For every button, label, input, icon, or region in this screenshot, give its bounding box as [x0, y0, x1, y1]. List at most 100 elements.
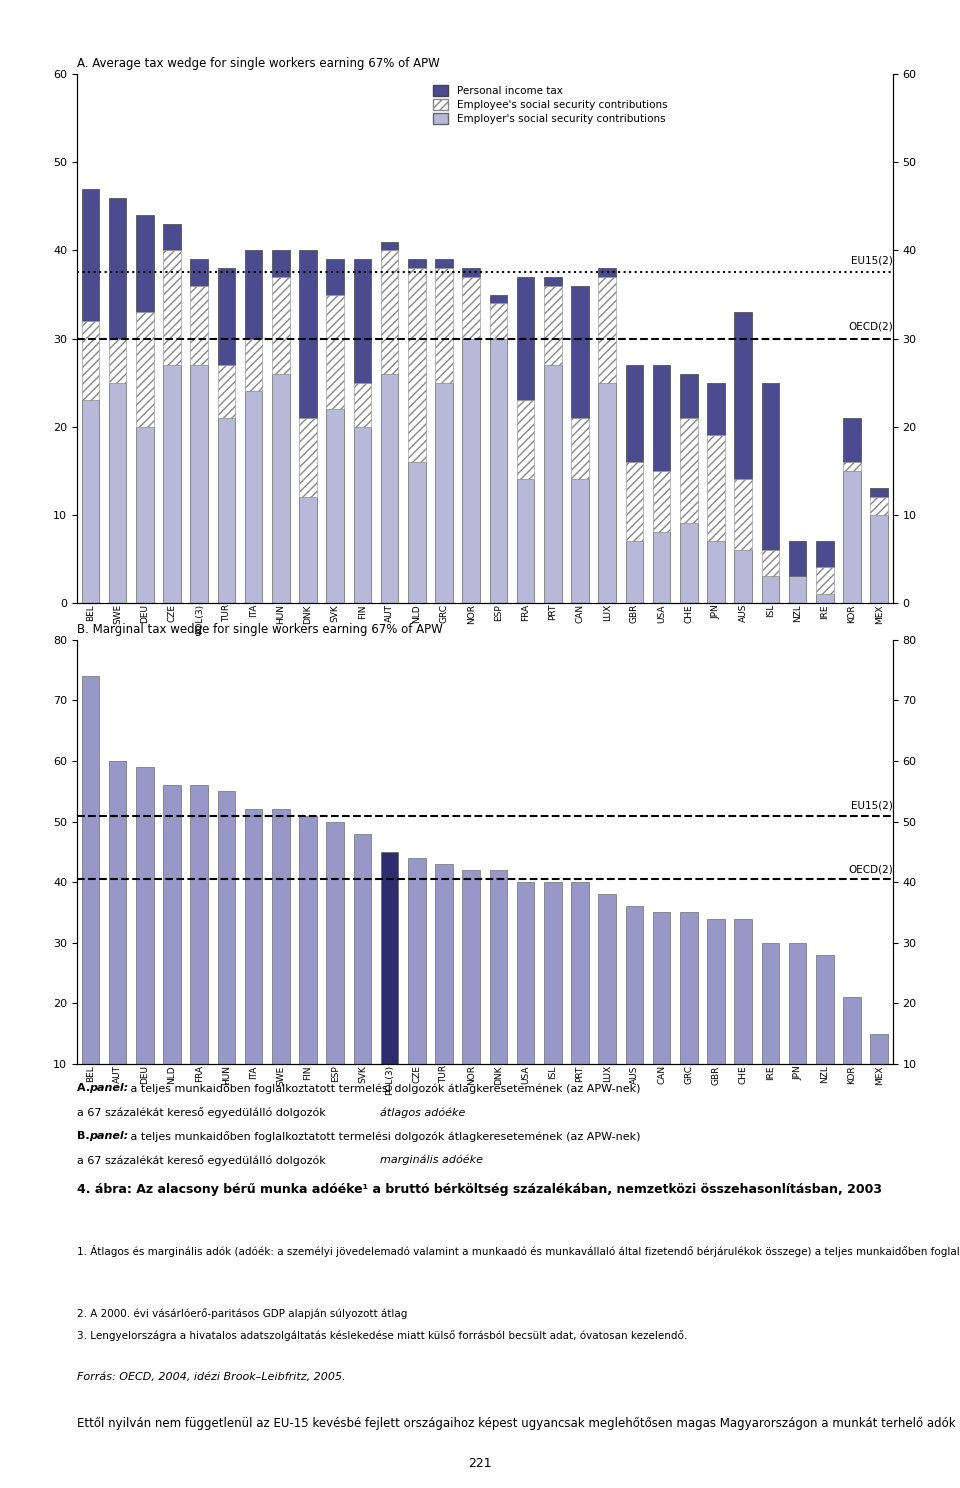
Bar [408, 268, 425, 461]
Bar [326, 295, 344, 409]
Bar [708, 542, 725, 603]
Bar [108, 760, 127, 1064]
Bar [218, 792, 235, 1064]
Bar [435, 259, 453, 268]
Bar [408, 461, 425, 603]
Text: 2. A 2000. évi vásárlóerő-paritásos GDP alapján súlyozott átlag: 2. A 2000. évi vásárlóerő-paritásos GDP … [77, 1308, 407, 1318]
Bar [761, 549, 780, 576]
Bar [381, 373, 398, 603]
Bar [435, 865, 453, 1064]
Bar [816, 955, 833, 1064]
Bar [626, 461, 643, 542]
Bar [626, 906, 643, 1064]
Bar [163, 365, 180, 603]
Bar [761, 382, 780, 549]
Bar [571, 418, 588, 479]
Legend: Personal income tax, Employee's social security contributions, Employer's social: Personal income tax, Employee's social s… [433, 85, 667, 124]
Bar [353, 382, 372, 427]
Bar [626, 542, 643, 603]
Bar [190, 365, 208, 603]
Bar [544, 286, 562, 365]
Bar [516, 882, 535, 1064]
Bar [163, 786, 180, 1064]
Text: a teljes munkaidőben foglalkoztatott termelési dolgozók átlagkeresetemének (az A: a teljes munkaidőben foglalkoztatott ter… [127, 1083, 640, 1094]
Bar [843, 418, 861, 461]
Bar [82, 321, 99, 400]
Bar [653, 365, 670, 470]
Bar [163, 225, 180, 250]
Bar [789, 542, 806, 576]
Bar [190, 259, 208, 286]
Bar [871, 515, 888, 603]
Text: EU15(2): EU15(2) [851, 801, 893, 811]
Text: marginális adóéke: marginális adóéke [380, 1155, 483, 1165]
Bar [463, 277, 480, 338]
Bar [245, 809, 262, 1064]
Bar [326, 821, 344, 1064]
Text: 3. Lengyelországra a hivatalos adatszolgáltatás késlekedése miatt külső forrásbó: 3. Lengyelországra a hivatalos adatszolg… [77, 1330, 687, 1341]
Text: OECD(2): OECD(2) [848, 321, 893, 332]
Bar [381, 250, 398, 373]
Bar [734, 312, 752, 479]
Bar [653, 533, 670, 603]
Text: a teljes munkaidőben foglalkoztatott termelési dolgozók átlagkeresetemének (az A: a teljes munkaidőben foglalkoztatott ter… [127, 1131, 640, 1141]
Bar [544, 882, 562, 1064]
Bar [571, 286, 588, 418]
Text: a 67 százalékát kereső egyedülálló dolgozók: a 67 százalékát kereső egyedülálló dolgo… [77, 1107, 329, 1117]
Bar [381, 851, 398, 1064]
Bar [816, 542, 833, 567]
Bar [381, 241, 398, 250]
Bar [761, 943, 780, 1064]
Bar [463, 268, 480, 277]
Bar [136, 216, 154, 312]
Bar [300, 815, 317, 1064]
Text: 4. ábra: Az alacsony bérű munka adóéke¹ a bruttó bérköltség százalékában, nemzet: 4. ábra: Az alacsony bérű munka adóéke¹ … [77, 1183, 882, 1196]
Text: B.: B. [77, 1131, 93, 1141]
Bar [245, 250, 262, 338]
Bar [463, 338, 480, 603]
Bar [516, 277, 535, 400]
Text: Ettől nyilván nem függetlenül az EU-15 kevésbé fejlett országaihoz képest ugyanc: Ettől nyilván nem függetlenül az EU-15 k… [77, 1417, 960, 1430]
Bar [408, 259, 425, 268]
Text: átlagos adóéke: átlagos adóéke [380, 1107, 466, 1117]
Bar [598, 268, 616, 277]
Bar [544, 365, 562, 603]
Bar [218, 268, 235, 365]
Text: B. Marginal tax wedge for single workers earning 67% of APW: B. Marginal tax wedge for single workers… [77, 623, 443, 635]
Bar [272, 277, 290, 373]
Bar [871, 1034, 888, 1064]
Bar [272, 250, 290, 277]
Bar [816, 594, 833, 603]
Bar [435, 268, 453, 382]
Bar [326, 409, 344, 603]
Bar [490, 338, 507, 603]
Bar [136, 312, 154, 427]
Bar [680, 912, 698, 1064]
Bar [734, 918, 752, 1064]
Bar [353, 833, 372, 1064]
Bar [544, 277, 562, 286]
Bar [190, 786, 208, 1064]
Bar [82, 400, 99, 603]
Bar [708, 436, 725, 542]
Bar [653, 470, 670, 533]
Bar [734, 479, 752, 549]
Bar [516, 400, 535, 479]
Bar [490, 304, 507, 338]
Bar [300, 250, 317, 418]
Bar [108, 382, 127, 603]
Bar [108, 198, 127, 338]
Bar [300, 497, 317, 603]
Text: A.: A. [77, 1083, 94, 1094]
Text: 1. Átlagos és marginális adók (adóék: a személyi jövedelemadó valamint a munkaad: 1. Átlagos és marginális adók (adóék: a … [77, 1245, 960, 1257]
Bar [245, 391, 262, 603]
Bar [272, 373, 290, 603]
Bar [300, 418, 317, 497]
Bar [218, 418, 235, 603]
Bar [626, 365, 643, 461]
Bar [136, 427, 154, 603]
Bar [789, 943, 806, 1064]
Text: panel:: panel: [89, 1131, 129, 1141]
Bar [708, 918, 725, 1064]
Bar [843, 470, 861, 603]
